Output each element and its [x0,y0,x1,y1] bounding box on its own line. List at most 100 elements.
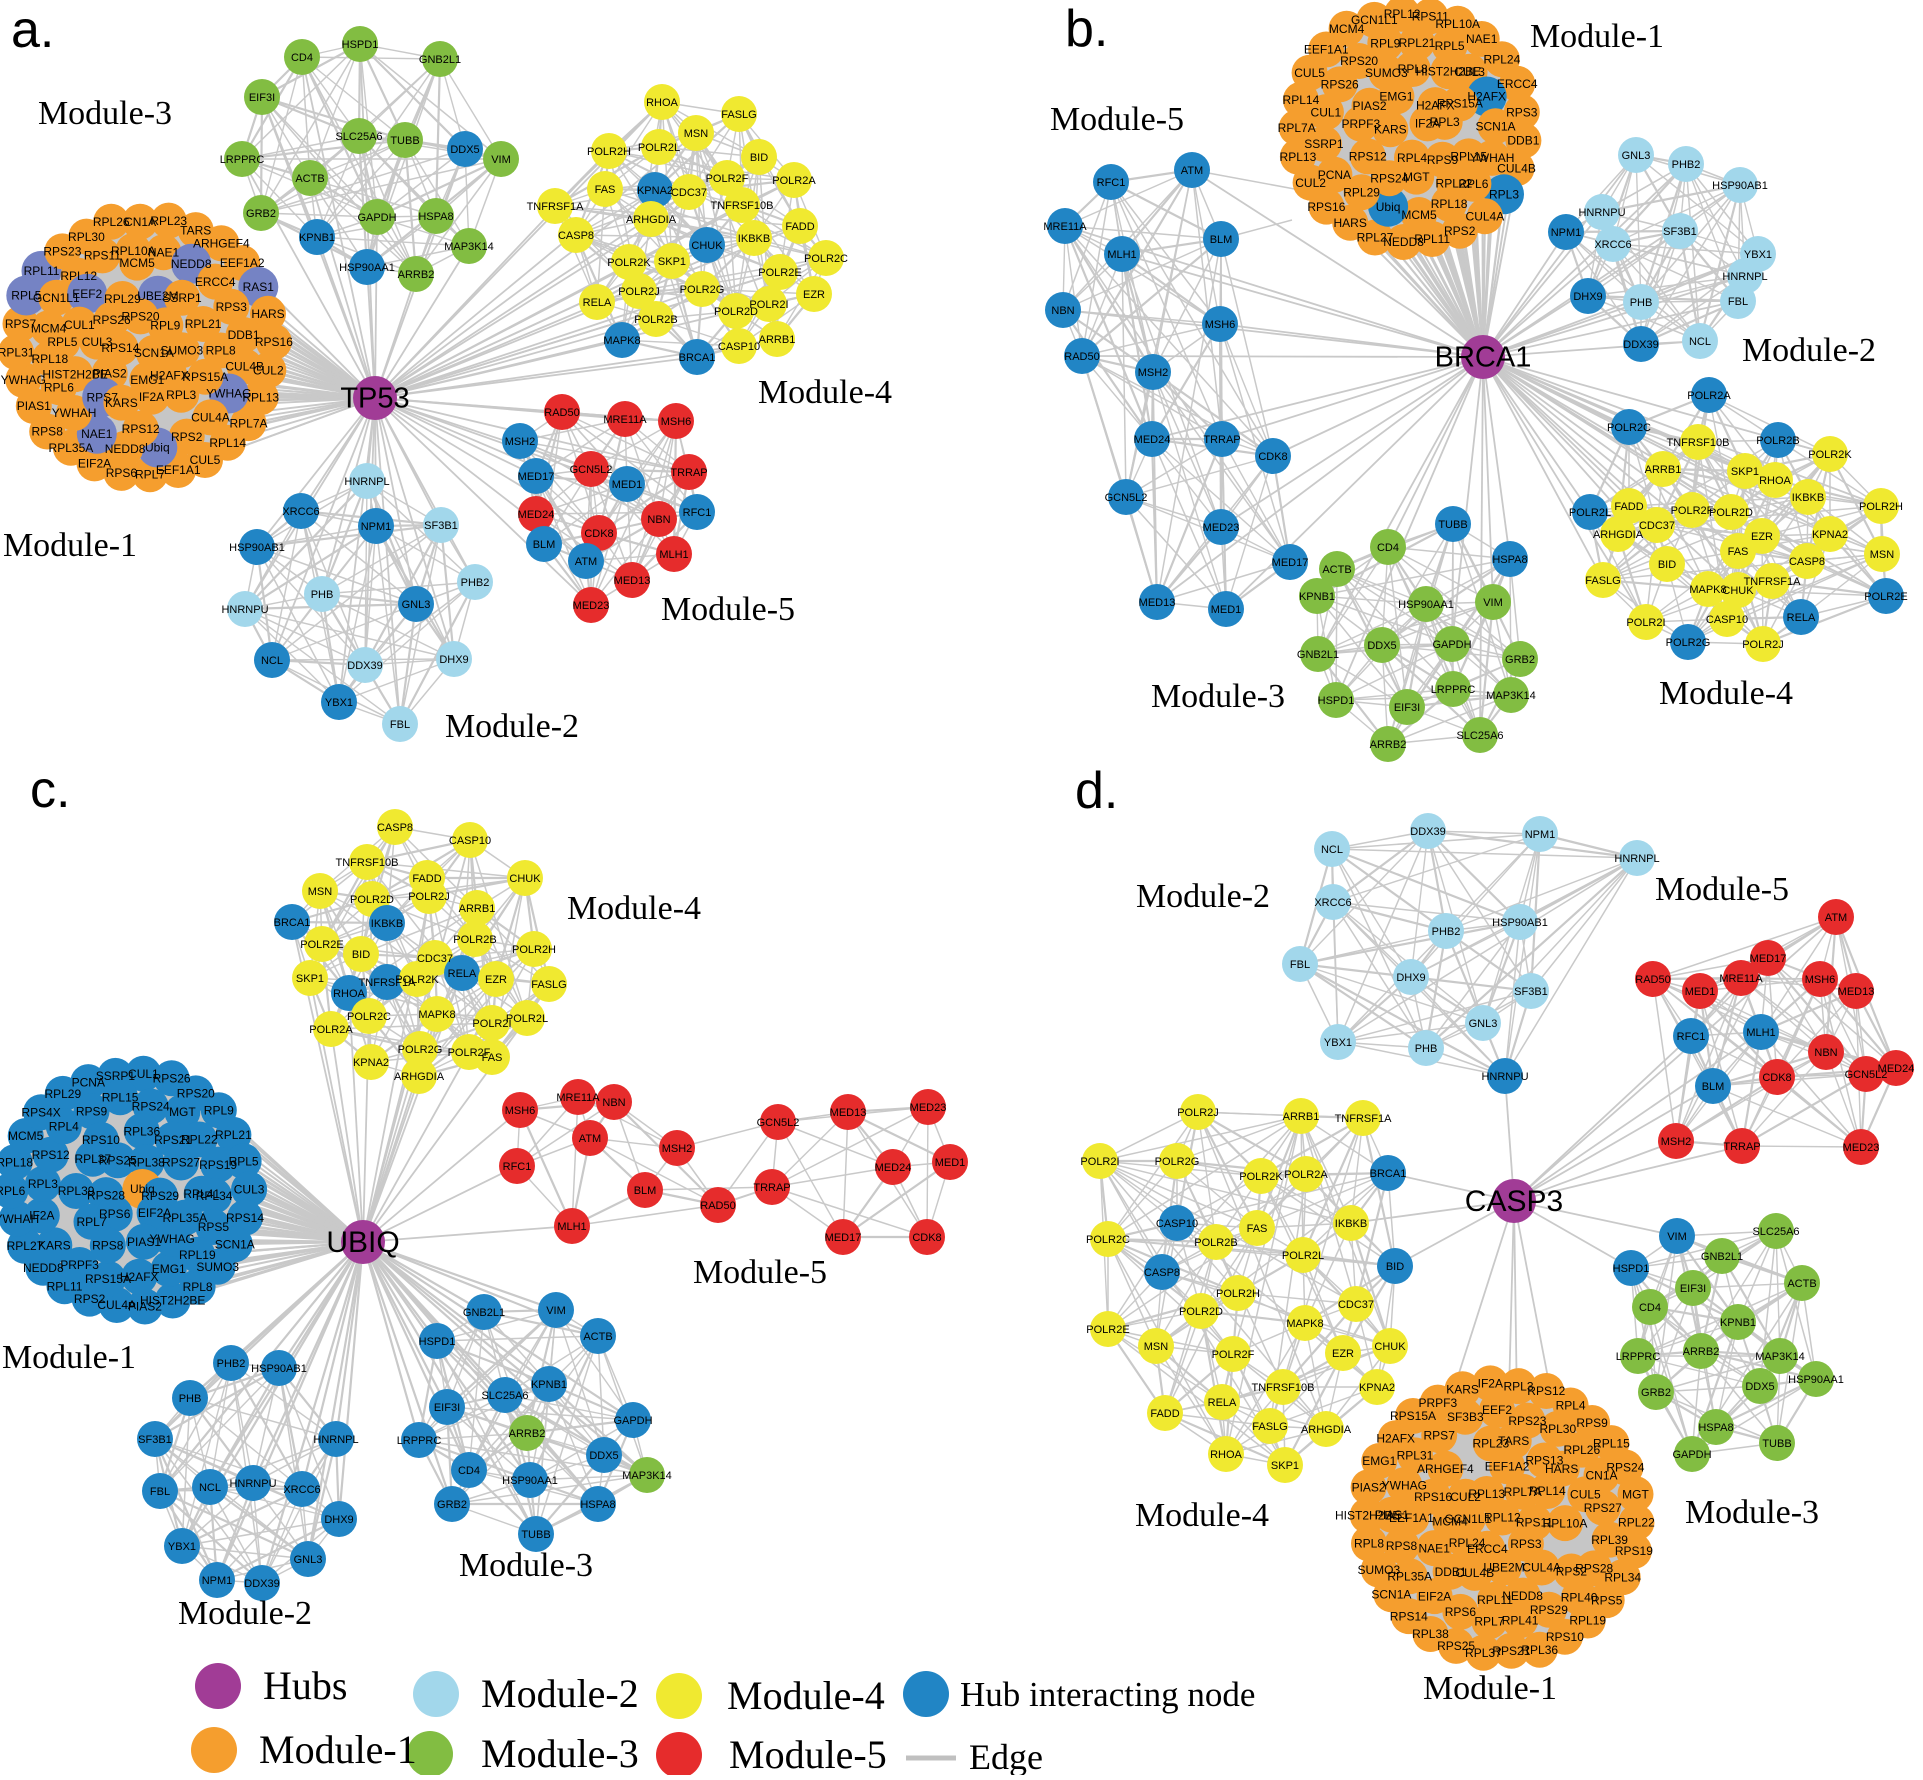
svg-text:MSH2: MSH2 [662,1143,693,1155]
svg-text:RPS20: RPS20 [177,1087,215,1101]
svg-text:RPL10A: RPL10A [1435,17,1480,31]
svg-text:CHUK: CHUK [509,873,541,885]
svg-text:LRPPRC: LRPPRC [220,154,265,166]
svg-text:RPL18: RPL18 [31,352,68,366]
svg-text:MCM5: MCM5 [119,256,155,270]
svg-text:GRB2: GRB2 [1641,1387,1671,1399]
svg-text:H2AFX: H2AFX [1376,1431,1415,1445]
svg-text:CUL4A: CUL4A [1466,210,1505,224]
svg-text:SLC25A6: SLC25A6 [481,1390,528,1402]
svg-text:SCN1A: SCN1A [1371,1588,1411,1602]
svg-text:NBN: NBN [1051,305,1074,317]
svg-text:HNRNPL: HNRNPL [1614,853,1659,865]
svg-text:RAD50: RAD50 [700,1200,735,1212]
svg-text:KARS: KARS [1446,1382,1479,1396]
svg-text:RPL29: RPL29 [104,292,141,306]
svg-text:TRRAP: TRRAP [753,1182,790,1194]
svg-text:MGT: MGT [1403,170,1430,184]
svg-text:GNL3: GNL3 [1469,1018,1498,1030]
svg-text:BID: BID [1386,1261,1404,1273]
svg-text:HSPD1: HSPD1 [1318,695,1355,707]
svg-text:RPL26: RPL26 [1563,1443,1600,1457]
svg-text:CDC37: CDC37 [417,953,453,965]
svg-text:MCM5: MCM5 [8,1129,44,1143]
svg-text:FAS: FAS [595,184,616,196]
svg-text:PHB2: PHB2 [461,577,490,589]
svg-text:RPS16: RPS16 [255,335,293,349]
svg-text:RPL12: RPL12 [60,269,97,283]
svg-text:SKP1: SKP1 [1731,466,1759,478]
svg-text:RPS16: RPS16 [1307,200,1345,214]
svg-text:FASLG: FASLG [531,979,566,991]
svg-text:EMG1: EMG1 [1362,1454,1396,1468]
svg-text:RPL21: RPL21 [215,1128,252,1142]
svg-text:RPL35A: RPL35A [162,1211,207,1225]
svg-text:GAPDH: GAPDH [1672,1449,1711,1461]
svg-text:POLR2A: POLR2A [1284,1169,1328,1181]
svg-text:Module-4: Module-4 [1135,1497,1269,1534]
svg-text:RHOA: RHOA [1759,475,1791,487]
svg-text:POLR2B: POLR2B [1756,435,1799,447]
svg-text:RPL13: RPL13 [1468,1487,1505,1501]
svg-text:RPL30: RPL30 [68,230,105,244]
svg-text:EZR: EZR [803,289,825,301]
svg-text:SLC25A6: SLC25A6 [1456,730,1503,742]
svg-text:d.: d. [1075,762,1118,820]
svg-text:SF3B1: SF3B1 [1514,986,1548,998]
svg-text:NBN: NBN [1814,1047,1837,1059]
svg-text:RPL3: RPL3 [166,388,196,402]
svg-text:DHX9: DHX9 [1396,972,1425,984]
svg-text:RPL11: RPL11 [47,1279,83,1293]
svg-text:DDX5: DDX5 [1367,640,1396,652]
svg-text:Module-2: Module-2 [178,1595,312,1632]
svg-text:MRE11A: MRE11A [556,1092,600,1104]
svg-text:POLR2E: POLR2E [1086,1324,1129,1336]
svg-text:POLR2C: POLR2C [347,1011,391,1023]
svg-text:YWHAG: YWHAG [1,373,46,387]
svg-text:POLR2F: POLR2F [706,173,749,185]
svg-text:POLR2L: POLR2L [1282,1250,1324,1262]
svg-text:MED17: MED17 [1272,557,1309,569]
svg-text:ARRB1: ARRB1 [459,903,496,915]
svg-text:POLR2G: POLR2G [680,284,725,296]
svg-text:MED24: MED24 [1878,1063,1915,1075]
svg-text:CASP10: CASP10 [718,341,760,353]
svg-text:CDK8: CDK8 [584,528,613,540]
svg-text:ARRB1: ARRB1 [759,334,796,346]
svg-text:POLR2G: POLR2G [1155,1156,1200,1168]
svg-text:SUMO3: SUMO3 [161,343,204,357]
svg-text:RELA: RELA [1208,1397,1237,1409]
svg-text:EIF2A: EIF2A [1418,1589,1451,1603]
svg-text:RPL39: RPL39 [1591,1533,1628,1547]
svg-text:MLH1: MLH1 [1107,249,1136,261]
svg-text:FADD: FADD [785,221,814,233]
svg-text:RPS7: RPS7 [1424,1428,1456,1442]
svg-text:RPL35A: RPL35A [49,441,94,455]
svg-text:RAD50: RAD50 [1635,974,1670,986]
svg-text:RPS15A: RPS15A [85,1272,131,1286]
svg-text:SKP1: SKP1 [658,256,686,268]
svg-text:LRPPRC: LRPPRC [397,1435,442,1447]
svg-text:GNB2L1: GNB2L1 [419,54,461,66]
svg-text:CDC37: CDC37 [671,187,707,199]
svg-text:Module-3: Module-3 [38,95,172,132]
svg-text:TRRAP: TRRAP [1723,1141,1760,1153]
svg-text:HARS: HARS [1334,216,1367,230]
svg-text:MSH6: MSH6 [1805,974,1836,986]
svg-text:EEF1A1: EEF1A1 [156,463,201,477]
svg-text:RPS2: RPS2 [74,1292,106,1306]
svg-text:Module-4: Module-4 [1659,675,1793,712]
svg-text:RPL38: RPL38 [128,1155,165,1169]
svg-text:PCNA: PCNA [1318,168,1351,182]
svg-text:CD4: CD4 [1639,1302,1661,1314]
svg-text:MED17: MED17 [825,1232,862,1244]
svg-text:RPS12: RPS12 [32,1148,70,1162]
svg-text:CASP8: CASP8 [377,822,413,834]
svg-text:PHB: PHB [179,1393,202,1405]
svg-text:FADD: FADD [1150,1408,1179,1420]
svg-text:TNFRSF10B: TNFRSF10B [1252,1382,1315,1394]
svg-text:MSH6: MSH6 [505,1105,536,1117]
svg-text:POLR2E: POLR2E [300,939,343,951]
svg-text:TUBB: TUBB [390,135,419,147]
svg-text:IKBKB: IKBKB [1792,492,1824,504]
